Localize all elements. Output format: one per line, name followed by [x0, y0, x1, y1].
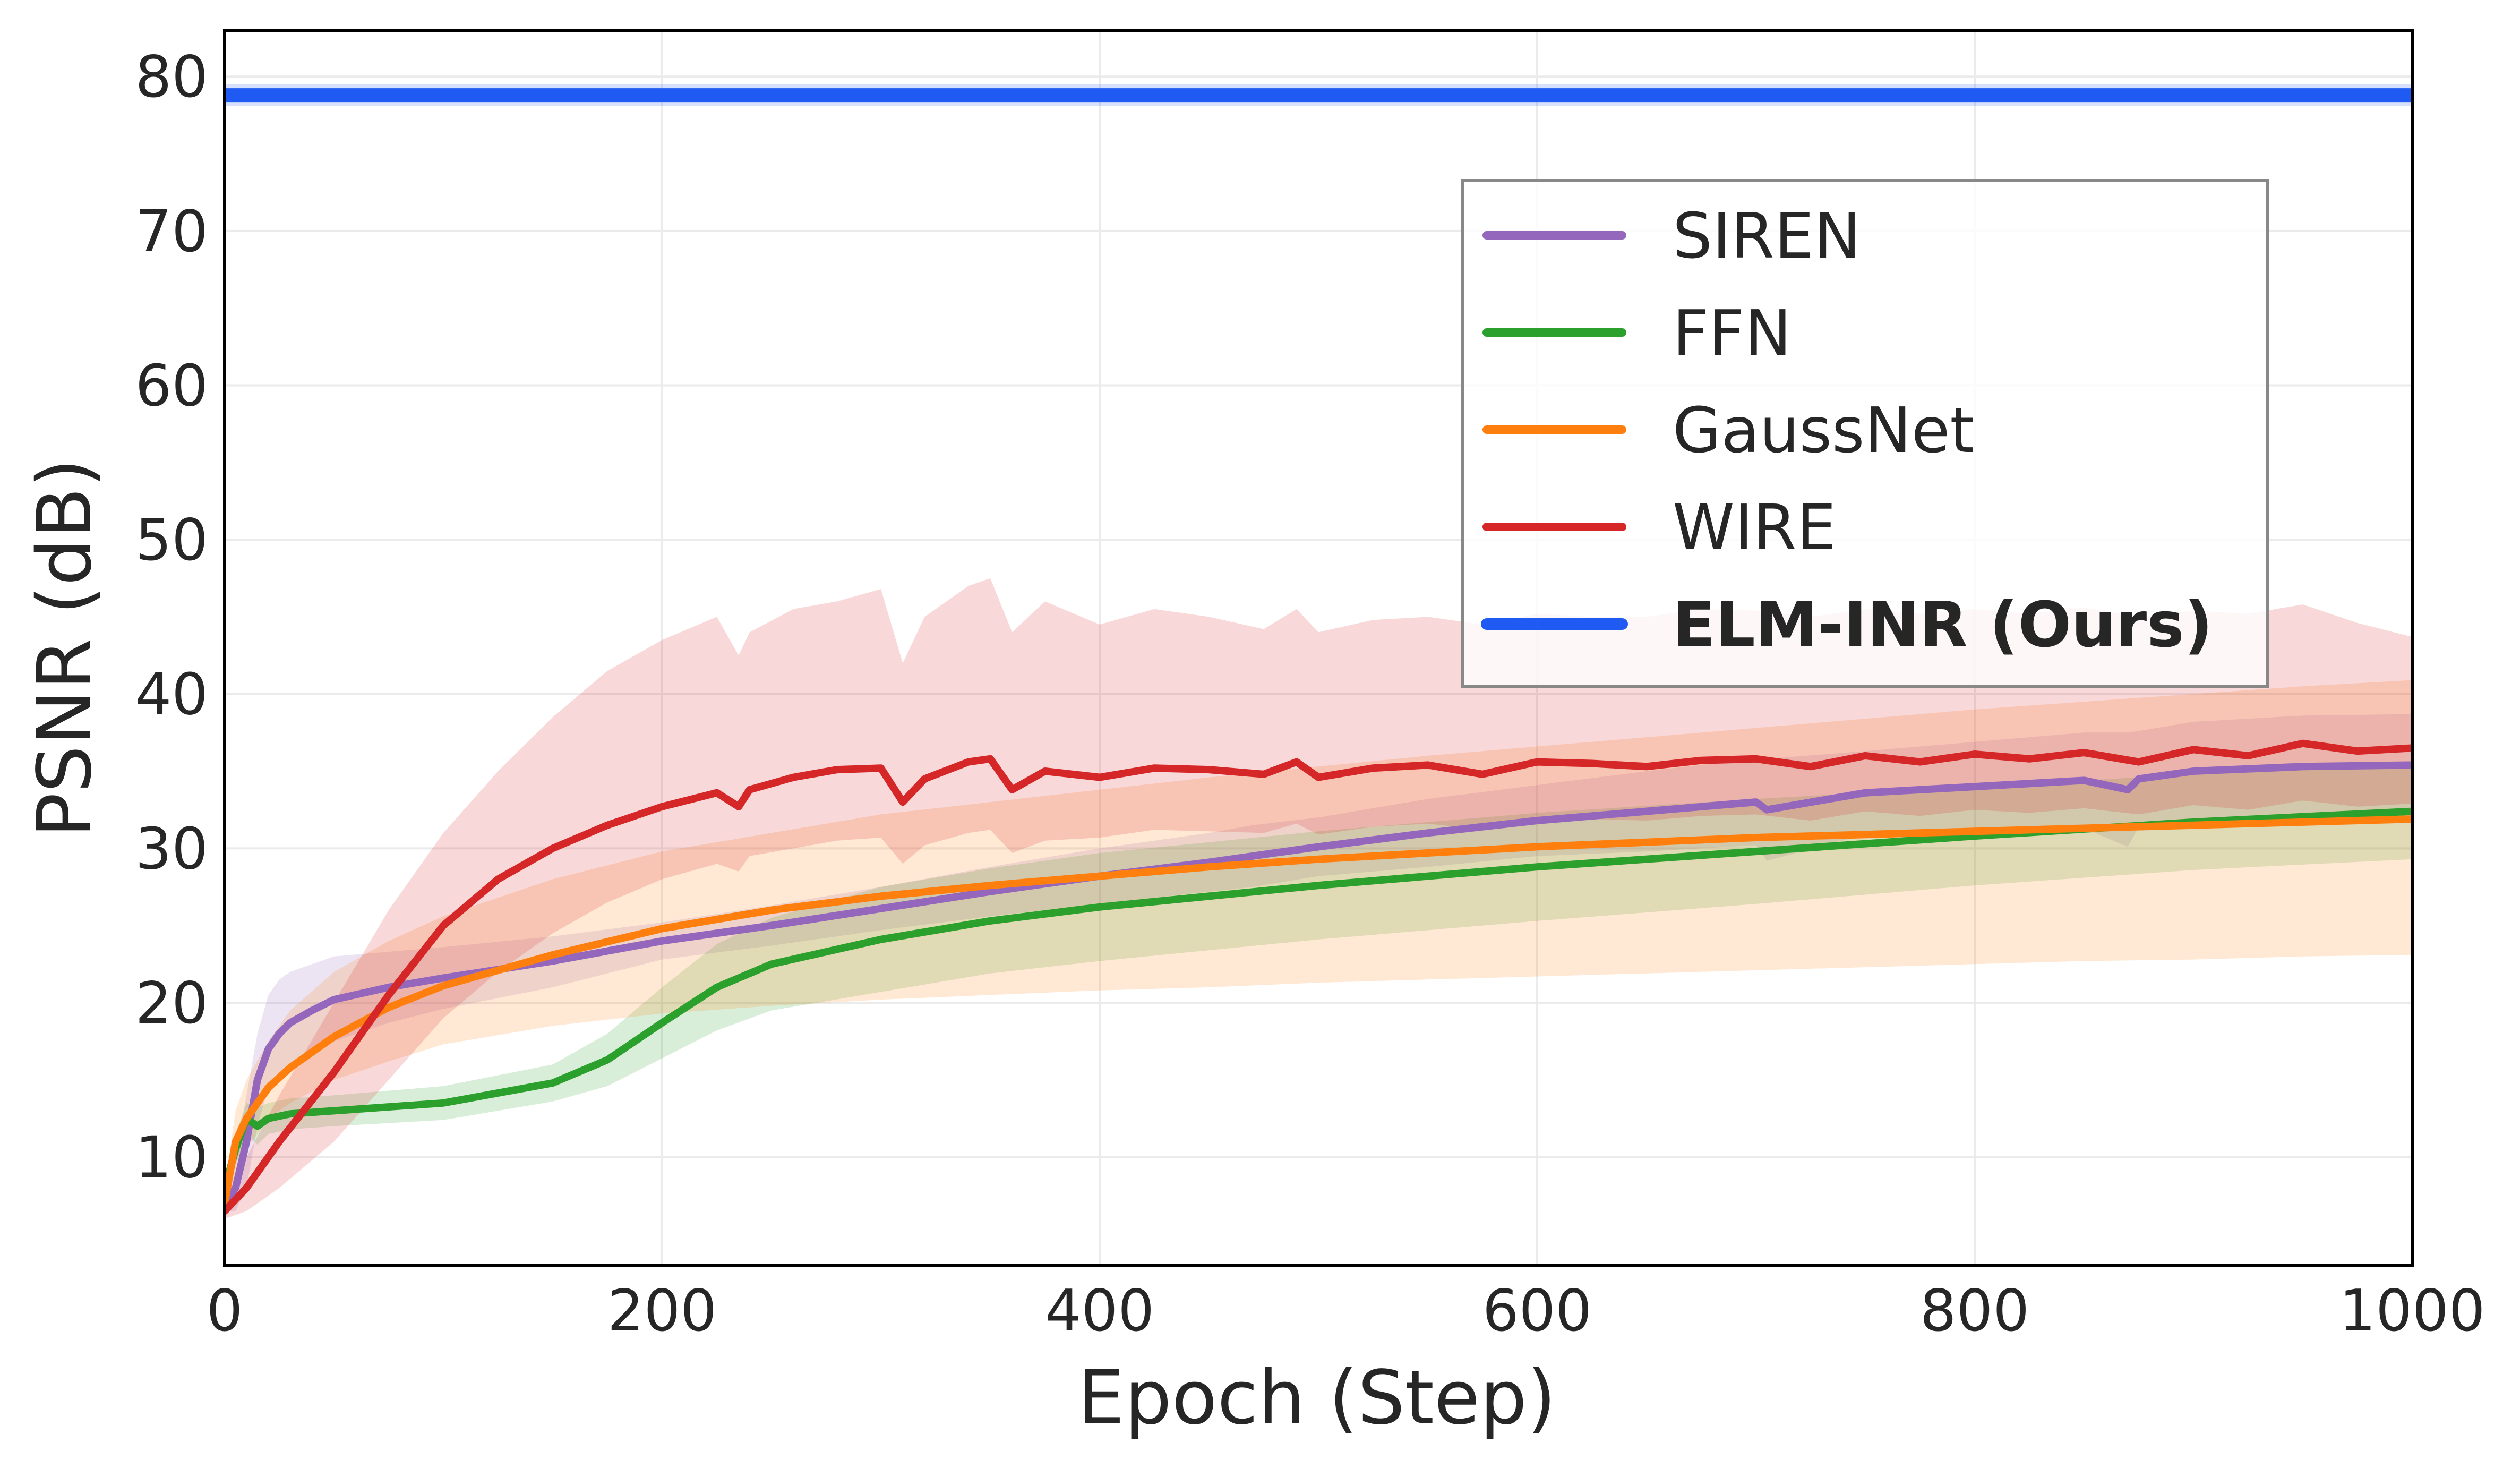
- x-tick-label: 200: [607, 1278, 717, 1344]
- y-axis-label: PSNR (dB): [22, 458, 108, 838]
- y-tick-label: 70: [135, 199, 208, 265]
- legend-label: GaussNet: [1673, 394, 1975, 467]
- band-ffn: [225, 763, 2412, 1200]
- line-ffn: [225, 807, 2412, 1192]
- y-tick-label: 20: [135, 970, 208, 1037]
- band-wire: [225, 578, 2412, 1219]
- y-tick-label: 80: [135, 44, 208, 110]
- plot-frame: [223, 29, 2414, 1267]
- legend: SIREN FFN GaussNet WIRE ELM-INR (Ours): [1461, 179, 2269, 688]
- legend-label: ELM-INR (Ours): [1673, 588, 2213, 661]
- band-siren: [225, 714, 2412, 1211]
- line-wire: [225, 739, 2412, 1215]
- legend-label: FFN: [1673, 296, 1792, 370]
- line-gaussnet: [225, 815, 2412, 1207]
- legend-label: WIRE: [1673, 491, 1836, 564]
- x-tick-label: 600: [1482, 1278, 1592, 1344]
- x-tick-label: 800: [1920, 1278, 2029, 1344]
- y-tick-label: 30: [135, 816, 208, 882]
- x-axis-label: Epoch (Step): [1077, 1355, 1556, 1441]
- y-tick-label: 50: [135, 507, 208, 574]
- x-tick-label: 1000: [2339, 1278, 2485, 1344]
- series-lines: [225, 88, 2412, 1215]
- x-tick-label: 0: [207, 1278, 243, 1344]
- y-tick-label: 40: [135, 662, 208, 728]
- y-tick-label: 10: [135, 1125, 208, 1191]
- band-gaussnet: [225, 680, 2412, 1219]
- y-tick-labels: 10 20 30 40 50 60 70 80: [135, 44, 208, 1191]
- x-tick-labels: 0 200 400 600 800 1000: [207, 1278, 2485, 1344]
- x-tick-label: 400: [1045, 1278, 1154, 1344]
- y-tick-label: 60: [135, 353, 208, 419]
- legend-label: SIREN: [1673, 199, 1861, 272]
